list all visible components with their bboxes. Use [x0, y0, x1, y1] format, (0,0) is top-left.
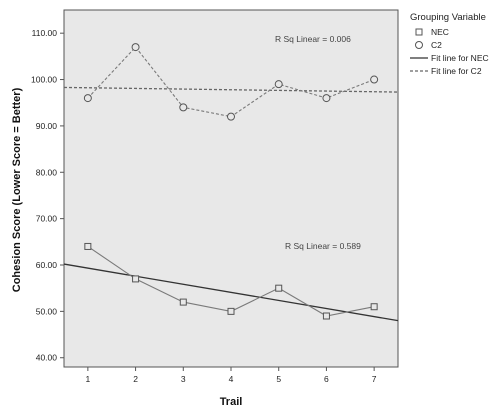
y-tick-label-1: 50.00	[36, 306, 58, 316]
y-tick-label-0: 40.00	[36, 353, 58, 363]
legend: Grouping Variable NEC C2 Fit line for NE…	[410, 12, 489, 76]
y-tick-label-4: 80.00	[36, 167, 58, 177]
x-tick-label-5: 6	[324, 374, 329, 384]
plot-area	[63, 9, 399, 368]
legend-entry-fit-nec: Fit line for NEC	[431, 53, 489, 63]
legend-entry-fit-c2: Fit line for C2	[431, 66, 482, 76]
fit-lines	[63, 86, 399, 322]
y-axis: 40.00 50.00 60.00 70.00 80.00 90.00 100.00 110.…	[31, 28, 64, 363]
y-tick-label-7: 110.00	[32, 28, 58, 38]
y-axis-title: Cohesion Score (Lower Score = Better)	[11, 87, 23, 292]
legend-entry-c2: C2	[431, 40, 442, 50]
point-nec-6	[322, 312, 330, 320]
x-tick-label-3: 4	[229, 374, 234, 384]
legend-c2-circle-icon	[415, 41, 423, 49]
point-nec-5	[275, 284, 283, 292]
x-axis-title: Trail	[220, 396, 243, 408]
point-nec-7	[370, 303, 378, 311]
point-nec-1	[84, 242, 92, 250]
fit-line-c2	[63, 86, 399, 93]
y-tick-label-3: 70.00	[36, 214, 58, 224]
x-axis: 1 2 3 4 5 6 7	[85, 367, 377, 384]
point-c2-2	[131, 43, 140, 52]
x-tick-label-0: 1	[85, 374, 90, 384]
fit-annotation-c2: R Sq Linear = 0.006	[275, 34, 351, 44]
series-markers	[83, 43, 379, 320]
legend-nec-square-icon	[415, 28, 423, 36]
point-nec-2	[132, 275, 140, 283]
x-tick-label-2: 3	[181, 374, 186, 384]
point-c2-5	[274, 80, 283, 89]
fit-line-nec	[63, 263, 399, 322]
point-nec-4	[227, 307, 235, 315]
point-c2-7	[370, 75, 379, 84]
point-c2-4	[227, 112, 235, 121]
point-c2-1	[83, 94, 92, 103]
y-tick-label-6: 100.00	[31, 75, 57, 85]
legend-title: Grouping Variable	[410, 12, 486, 23]
point-c2-6	[322, 94, 331, 103]
point-c2-3	[179, 103, 188, 112]
legend-entry-nec: NEC	[431, 27, 449, 37]
x-tick-label-1: 2	[133, 374, 138, 384]
x-tick-label-6: 7	[372, 374, 377, 384]
x-tick-label-4: 5	[276, 374, 281, 384]
y-tick-label-2: 60.00	[36, 260, 58, 270]
y-tick-label-5: 90.00	[36, 121, 58, 131]
point-nec-3	[179, 298, 187, 306]
fit-annotation-nec: R Sq Linear = 0.589	[285, 241, 361, 251]
